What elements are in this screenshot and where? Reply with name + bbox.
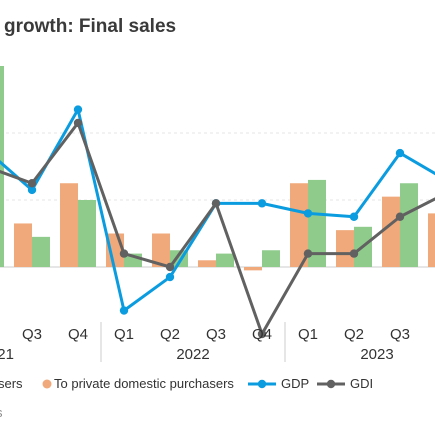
private-domestic-bar bbox=[244, 267, 262, 271]
final-sales-bar bbox=[216, 253, 234, 267]
gdi-point bbox=[119, 249, 129, 258]
gdp-point bbox=[27, 185, 37, 195]
x-tick-label: Q4 bbox=[68, 326, 88, 343]
legend-swatch-gdi-point bbox=[326, 379, 336, 389]
year-label: 2023 bbox=[360, 346, 393, 363]
gdi-point bbox=[395, 212, 405, 221]
gdi-point bbox=[303, 249, 313, 258]
final-sales-bar bbox=[78, 200, 96, 267]
gdp-point bbox=[395, 148, 405, 158]
legend-swatch-gdp-point bbox=[257, 379, 267, 389]
gdp-point bbox=[119, 306, 129, 315]
gdp-point bbox=[349, 212, 359, 221]
legend-label-gdp: GDP bbox=[281, 376, 309, 391]
final-sales-bar bbox=[400, 183, 418, 267]
source-note: s bbox=[0, 405, 3, 420]
x-tick-label: Q3 bbox=[22, 326, 42, 343]
private-domestic-bar bbox=[198, 260, 216, 267]
gdi-point bbox=[257, 329, 267, 339]
gdp-point bbox=[303, 209, 313, 218]
final-sales-bar bbox=[308, 179, 326, 267]
chart-title: growth: Final sales bbox=[4, 16, 177, 37]
private-domestic-bar bbox=[152, 233, 170, 267]
line-series bbox=[0, 105, 435, 339]
gdi-point bbox=[165, 262, 175, 272]
final-sales-bar bbox=[262, 250, 280, 267]
x-tick-label: Q4 bbox=[252, 326, 272, 343]
gdi-point bbox=[73, 118, 83, 128]
private-domestic-bar bbox=[336, 230, 354, 267]
private-domestic-bar bbox=[14, 223, 32, 267]
year-label: 021 bbox=[0, 346, 14, 363]
legend-label-gdi: GDI bbox=[350, 376, 373, 391]
gdi-point bbox=[211, 199, 221, 208]
x-tick-label: Q2 bbox=[160, 326, 180, 343]
final-sales-bar bbox=[32, 236, 50, 267]
x-axis: Q3 Q4 Q1 Q2 Q3 Q4 Q1 Q2 Q3 021 2022 2023 bbox=[0, 322, 410, 363]
x-tick-label: Q2 bbox=[344, 326, 364, 343]
x-tick-label: Q1 bbox=[114, 326, 134, 343]
gdp-point bbox=[73, 105, 83, 114]
private-domestic-bar bbox=[428, 213, 435, 267]
gdp-point bbox=[165, 272, 175, 282]
gdi-point bbox=[349, 249, 359, 258]
private-domestic-bar bbox=[382, 196, 400, 267]
x-tick-label: Q3 bbox=[206, 326, 226, 343]
final-sales-bar bbox=[0, 66, 4, 267]
private-domestic-bar bbox=[290, 183, 308, 267]
legend-label-final-sales: sers bbox=[0, 376, 23, 391]
legend-label-private-domestic: To private domestic purchasers bbox=[54, 376, 234, 391]
gdi-point bbox=[27, 179, 37, 188]
x-tick-label: Q1 bbox=[298, 326, 318, 343]
gdp-point bbox=[257, 199, 267, 208]
x-tick-label: Q3 bbox=[390, 326, 410, 343]
private-domestic-bar bbox=[60, 183, 78, 267]
legend-swatch-private-domestic bbox=[42, 379, 52, 389]
year-label: 2022 bbox=[176, 346, 209, 363]
legend: sers To private domestic purchasers GDP GDI bbox=[0, 376, 373, 391]
